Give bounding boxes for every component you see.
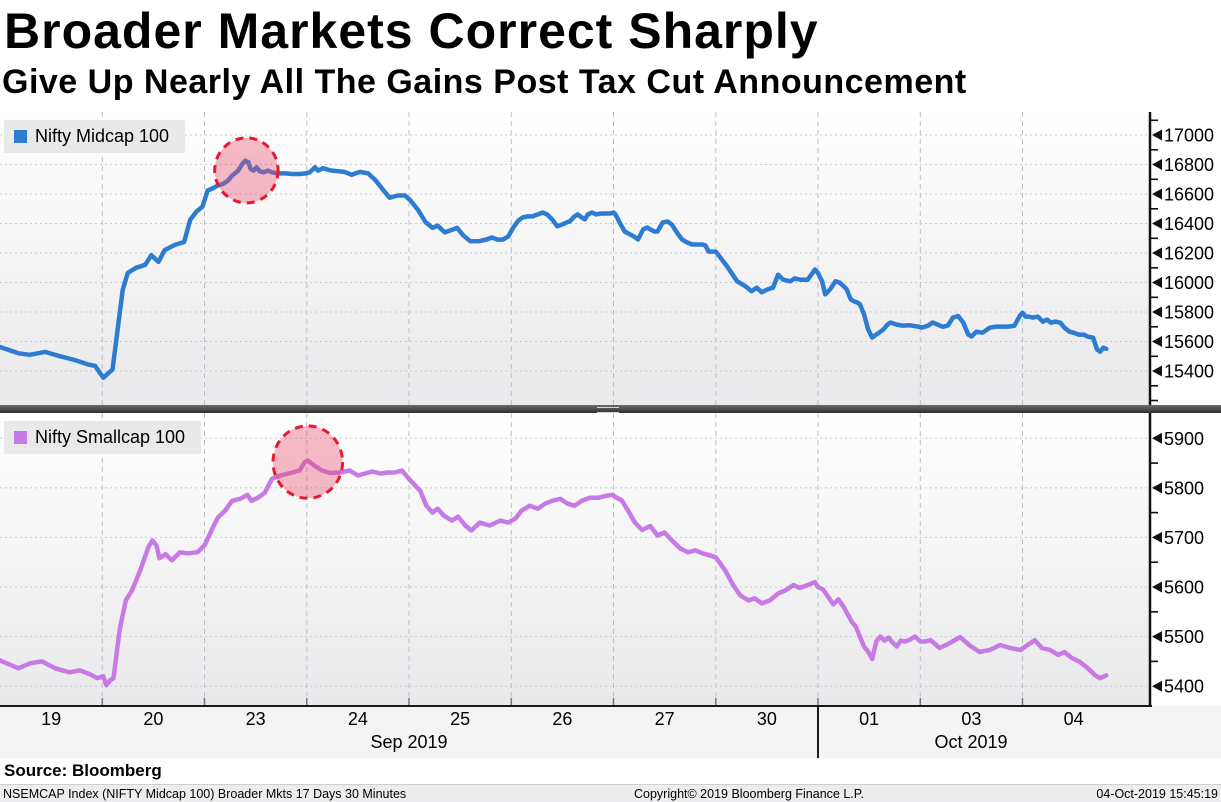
- panel-separator: [0, 405, 1221, 413]
- x-tick-label: 27: [654, 709, 675, 729]
- x-tick-label: 04: [1063, 709, 1084, 729]
- x-tick-label: 23: [245, 709, 266, 729]
- y-tick-label: 16200: [1164, 244, 1214, 264]
- x-axis-line: [0, 705, 1152, 707]
- y-tick-label: 16600: [1164, 185, 1214, 205]
- smallcap-legend-label: Nifty Smallcap 100: [35, 427, 186, 447]
- y-tick-arrow: [1152, 581, 1162, 593]
- y-tick-arrow: [1152, 218, 1162, 229]
- plot-background: [0, 413, 1150, 706]
- price-line-smallcap[interactable]: [0, 458, 1109, 688]
- month-label-sep: Sep 2019: [370, 732, 448, 752]
- y-tick-label: 5900: [1164, 429, 1204, 449]
- y-tick-arrow: [1152, 306, 1162, 318]
- y-tick-arrow: [1152, 531, 1162, 543]
- y-tick-label: 5500: [1164, 627, 1204, 647]
- source-row: Source: Bloomberg: [0, 758, 1221, 784]
- x-axis-area: 19 20 23 24 25 26 27 30 01 03 04 Sep 2019 Oct 2019: [0, 706, 1221, 758]
- x-tick-label: 19: [41, 709, 62, 729]
- y-tick-label: 5400: [1164, 677, 1204, 697]
- source-label: Source: Bloomberg: [4, 761, 162, 780]
- midcap-legend-label: Nifty Midcap 100: [35, 126, 170, 146]
- month-separator-line: [817, 706, 819, 758]
- copyright-notice: Copyright© 2019 Bloomberg Finance L.P.: [634, 787, 864, 801]
- y-tick-arrow: [1152, 188, 1162, 200]
- y-tick-arrow: [1152, 129, 1162, 141]
- x-tick-label: 24: [347, 709, 368, 729]
- legend-midcap[interactable]: Nifty Midcap 100: [4, 120, 186, 153]
- terminal-info-bar: NSEMCAP Index (NIFTY Midcap 100) Broader…: [0, 784, 1221, 802]
- y-tick-arrow: [1152, 482, 1162, 494]
- x-tick-label: 26: [552, 709, 573, 729]
- x-tick-label: 30: [756, 709, 777, 729]
- plot-background: [0, 112, 1150, 406]
- y-tick-label: 16000: [1164, 273, 1214, 293]
- x-tick-label: 03: [961, 709, 982, 729]
- page-title: Broader Markets Correct Sharply: [4, 3, 819, 59]
- y-tick-label: 5700: [1164, 528, 1204, 548]
- y-tick-arrow: [1152, 432, 1162, 444]
- y-tick-arrow: [1152, 365, 1162, 377]
- panel-separator-drag-handle[interactable]: [597, 407, 619, 413]
- y-tick-label: 5600: [1164, 578, 1204, 598]
- y-tick-arrow: [1152, 277, 1162, 288]
- smallcap-chart-panel[interactable]: 5400 5500 5600 5700 5800 5900: [0, 413, 1221, 706]
- page-subtitle: Give Up Nearly All The Gains Post Tax Cu…: [2, 63, 967, 101]
- y-tick-arrow: [1152, 680, 1162, 692]
- y-tick-arrow: [1152, 159, 1162, 170]
- x-tick-label: 01: [859, 709, 880, 729]
- legend-smallcap[interactable]: Nifty Smallcap 100: [4, 421, 202, 454]
- midcap-legend-swatch: [14, 130, 27, 143]
- y-tick-label: 5800: [1164, 478, 1204, 498]
- highlight-circle: [271, 424, 345, 500]
- chart-description: NSEMCAP Index (NIFTY Midcap 100) Broader…: [3, 787, 407, 801]
- midcap-chart-panel[interactable]: 15400 15600 15800 16000 16200 16400 16600 16800…: [0, 112, 1221, 406]
- month-label-oct: Oct 2019: [934, 732, 1008, 752]
- y-tick-label: 15400: [1164, 362, 1214, 382]
- price-line-midcap[interactable]: [0, 158, 1109, 380]
- y-tick-arrow: [1152, 631, 1162, 643]
- y-tick-arrow: [1152, 247, 1162, 259]
- y-tick-label: 15600: [1164, 332, 1214, 352]
- timestamp: 04-Oct-2019 15:45:19: [1096, 787, 1218, 801]
- highlight-circle: [213, 136, 280, 205]
- y-tick-label: 16400: [1164, 214, 1214, 234]
- y-tick-label: 17000: [1164, 126, 1214, 146]
- smallcap-legend-swatch: [14, 431, 27, 444]
- x-tick-label: 20: [143, 709, 164, 729]
- x-tick-label: 25: [450, 709, 471, 729]
- y-tick-label: 15800: [1164, 303, 1214, 323]
- y-tick-label: 16800: [1164, 155, 1214, 175]
- y-tick-arrow: [1152, 336, 1162, 347]
